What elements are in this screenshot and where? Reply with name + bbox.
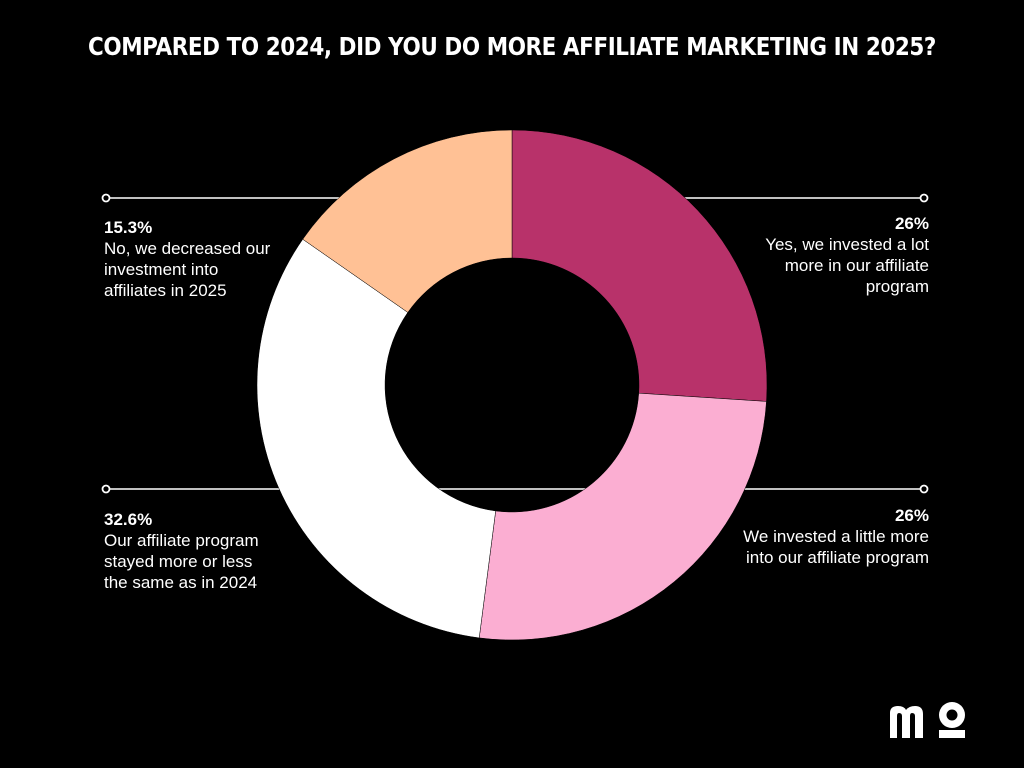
text-label-slice-1: We invested a little more into our affil…	[743, 527, 929, 567]
connector-dot-slice-2	[101, 484, 111, 494]
pct-label-slice-2: 32.6%	[104, 510, 153, 529]
pct-label-slice-3: 15.3%	[104, 218, 153, 237]
pct-label-slice-0: 26%	[894, 214, 929, 233]
text-label-slice-0: Yes, we invested a lot more in our affil…	[765, 235, 929, 296]
donut-slice-3	[302, 129, 513, 313]
connector-dot-slice-3	[101, 193, 111, 203]
pct-label-slice-1: 26%	[894, 506, 929, 525]
chart-title: COMPARED TO 2024, DID YOU DO MORE AFFILI…	[88, 32, 936, 61]
text-label-slice-3: No, we decreased our investment into aff…	[104, 239, 271, 300]
connector-dot-slice-1	[919, 484, 929, 494]
donut-slice-1	[478, 392, 767, 641]
mo-logo-icon	[890, 702, 965, 738]
donut-slice-2	[256, 238, 496, 639]
label-slice-3: 15.3% No, we decreased our investment in…	[104, 217, 284, 301]
brand-logo	[885, 695, 985, 750]
label-slice-0: 26% Yes, we invested a lot more in our a…	[729, 213, 929, 297]
connector-dot-slice-0	[919, 193, 929, 203]
donut-slice-0	[511, 129, 768, 402]
label-slice-1: 26% We invested a little more into our a…	[729, 505, 929, 568]
label-slice-2: 32.6% Our affiliate program stayed more …	[104, 509, 264, 593]
text-label-slice-2: Our affiliate program stayed more or les…	[104, 531, 259, 592]
